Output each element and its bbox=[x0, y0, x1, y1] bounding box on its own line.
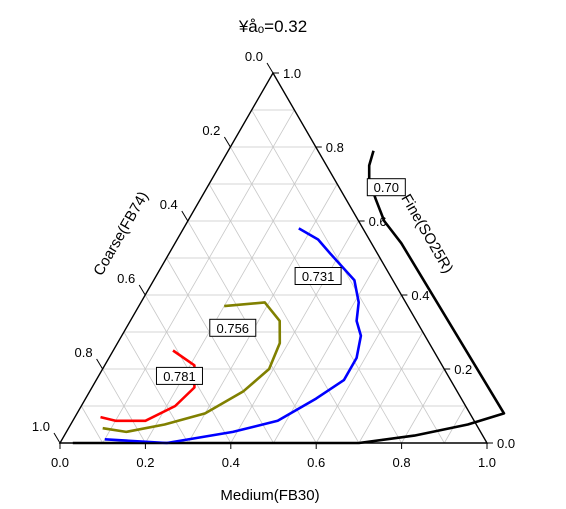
right-tick-label: 0.8 bbox=[326, 140, 344, 155]
grid-line bbox=[401, 368, 445, 444]
contour-0.756 bbox=[102, 301, 282, 434]
contour-0.731 bbox=[104, 227, 363, 445]
right-tick-label: 0.0 bbox=[497, 436, 515, 451]
right-tick-label: 0.4 bbox=[411, 288, 429, 303]
left-tick-label: 0.0 bbox=[245, 49, 263, 64]
grid-line bbox=[443, 405, 466, 444]
grid-line bbox=[251, 109, 445, 444]
grid-line bbox=[315, 294, 402, 444]
tick-labels: 0.0 0.2 0.4 0.6 0.8 1.00.00.20.40.60.81.00.00… bbox=[32, 49, 515, 470]
right-tick-label: 0.2 bbox=[454, 362, 472, 377]
chart-title: ¥åₒ=0.32 bbox=[238, 17, 307, 36]
contour-label-box bbox=[155, 366, 203, 385]
left-tick bbox=[223, 136, 231, 148]
left-tick bbox=[53, 432, 61, 444]
left-tick-label: 0.8 bbox=[75, 345, 93, 360]
right-axis-title: Fine(SO25R) bbox=[397, 191, 456, 276]
bottom-axis-title: Medium(FB30) bbox=[220, 487, 319, 504]
left-tick bbox=[266, 62, 274, 74]
contour-label: 0.70 bbox=[374, 180, 399, 195]
bottom-tick-label: 1.0 bbox=[478, 455, 496, 470]
contour-label: 0.731 bbox=[302, 269, 335, 284]
contour-label-box bbox=[209, 318, 257, 337]
left-axis-title: Coarse(FB74) bbox=[90, 189, 152, 279]
grid-line bbox=[187, 183, 338, 444]
contour-label-box bbox=[294, 267, 342, 285]
grid-line bbox=[123, 331, 189, 444]
contour-0.781 bbox=[100, 349, 196, 423]
grid-line bbox=[208, 183, 360, 444]
grid-line bbox=[358, 331, 424, 444]
right-tick-label: 1.0 bbox=[283, 66, 301, 81]
left-tick-label: 0.4 bbox=[160, 197, 178, 212]
bottom-tick-label: 0.8 bbox=[393, 455, 411, 470]
bottom-tick-label: 0.0 bbox=[51, 455, 69, 470]
grid-line bbox=[102, 109, 295, 444]
triangle-outline bbox=[58, 71, 489, 444]
left-tick-label: 1.0 bbox=[32, 419, 50, 434]
bottom-tick-label: 0.6 bbox=[307, 455, 325, 470]
left-tick bbox=[181, 210, 189, 222]
left-tick bbox=[96, 358, 104, 370]
bottom-tick-label: 0.2 bbox=[136, 455, 154, 470]
grid-line bbox=[80, 405, 104, 444]
bottom-tick-label: 0.4 bbox=[222, 455, 240, 470]
right-tick-label: 0.6 bbox=[369, 214, 387, 229]
contour-labels: 0.70 0.731 0.756 0.781 bbox=[155, 178, 406, 385]
grid-lines bbox=[80, 109, 466, 444]
contour-label: 0.756 bbox=[217, 321, 250, 336]
left-tick bbox=[138, 284, 146, 296]
contour-label: 0.781 bbox=[163, 369, 196, 384]
grid-line bbox=[166, 257, 274, 444]
contour-label-box bbox=[366, 178, 406, 197]
left-tick-label: 0.2 bbox=[202, 123, 220, 138]
left-tick-label: 0.6 bbox=[117, 271, 135, 286]
triangle-frame bbox=[58, 71, 489, 444]
